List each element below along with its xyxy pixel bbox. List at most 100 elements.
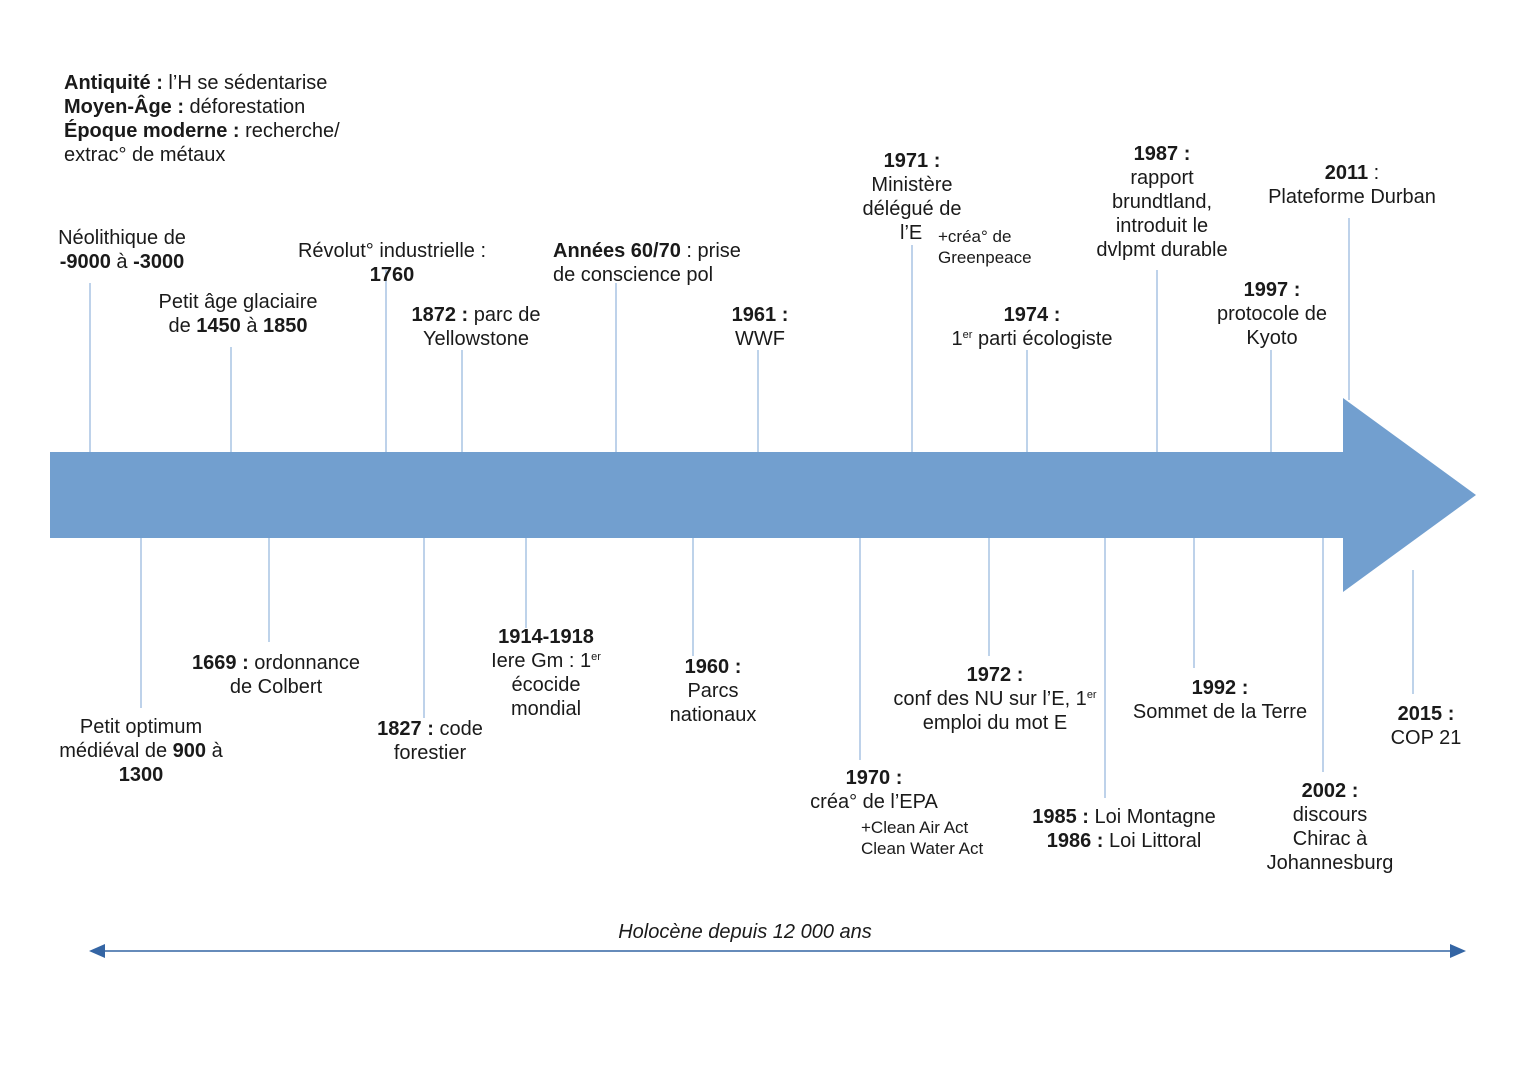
event-montagne-littoral: 1985 : Loi Montagne 1986 : Loi Littoral <box>1014 805 1234 853</box>
guerre-line4: mondial <box>510 698 582 720</box>
optimum-mid: à <box>206 740 223 762</box>
event-sommet: 1992 : Sommet de la Terre <box>1120 676 1320 724</box>
epa-line2: créa° de l’EPA <box>810 791 938 813</box>
durban-year: 2011 <box>1324 162 1369 184</box>
neolithique-to: -3000 <box>133 251 185 273</box>
ministere-year: 1971 : <box>883 150 941 172</box>
glaciaire-from: 1450 <box>196 315 241 337</box>
event-brundtland: 1987 : rapport brundtland, introduit le … <box>1082 142 1242 262</box>
event-cop21: 2015 : COP 21 <box>1366 702 1486 750</box>
moderne-text-2: extrac° de métaux <box>64 144 226 166</box>
neolithique-line1: Néolithique de <box>58 227 186 249</box>
intro-antiquite: Antiquité : l’H se sédentarise <box>64 71 340 95</box>
event-ministere: 1971 : Ministère délégué de l’E <box>842 149 982 245</box>
glaciaire-line1: Petit âge glaciaire <box>158 291 318 313</box>
annees-term: Années 60/70 <box>553 240 681 262</box>
span-arrowhead-right <box>1450 944 1466 958</box>
brundtland-line5: dvlpmt durable <box>1096 239 1228 261</box>
conf-line2: conf des NU sur l’E, 1 <box>893 688 1087 710</box>
ministere-line2: Ministère <box>871 174 953 196</box>
event-wwf: 1961 : WWF <box>700 303 820 351</box>
conf-year: 1972 : <box>966 664 1024 686</box>
yellowstone-line2: Yellowstone <box>422 328 529 350</box>
brundtland-year: 1987 : <box>1133 143 1191 165</box>
parti-line2: parti écologiste <box>972 328 1113 350</box>
guerre-sup: er <box>591 651 601 663</box>
chirac-line2: discours <box>1292 804 1368 826</box>
epa-extra1: +Clean Air Act <box>861 818 969 837</box>
cop-year: 2015 : <box>1397 703 1455 725</box>
cop-line2: COP 21 <box>1390 727 1462 749</box>
parcs-line3: nationaux <box>669 704 757 726</box>
event-guerre: 1914-1918 Iere Gm : 1er écocide mondial <box>466 625 626 721</box>
parti-num: 1 <box>951 328 963 350</box>
conf-line3: emploi du mot E <box>922 712 1068 734</box>
guerre-year: 1914-1918 <box>498 626 594 648</box>
holocene-span-arrow <box>89 944 1466 958</box>
parti-sup: er <box>962 329 973 341</box>
kyoto-year: 1997 : <box>1243 279 1301 301</box>
forestier-year: 1827 : <box>377 718 434 740</box>
colbert-year: 1669 : <box>192 652 249 674</box>
forestier-line2: forestier <box>393 742 467 764</box>
ministere-extra2: Greenpeace <box>938 248 1032 267</box>
wwf-year: 1961 : <box>731 304 789 326</box>
event-parti: 1974 : 1er parti écologiste <box>932 303 1132 351</box>
guerre-line2: Iere Gm : 1 <box>491 650 592 672</box>
intro-moderne: Époque moderne : recherche/ <box>64 119 340 143</box>
moyen-age-text: déforestation <box>184 96 306 118</box>
epa-year: 1970 : <box>845 767 903 789</box>
ministere-line4: l’E <box>900 222 923 244</box>
event-parcs: 1960 : Parcs nationaux <box>643 655 783 727</box>
event-kyoto: 1997 : protocole de Kyoto <box>1202 278 1342 350</box>
event-colbert: 1669 : ordonnance de Colbert <box>166 651 386 699</box>
colbert-text: ordonnance <box>248 652 360 674</box>
glaciaire-to: 1850 <box>263 315 308 337</box>
wwf-line2: WWF <box>735 328 785 350</box>
colbert-line2: de Colbert <box>229 676 323 698</box>
glaciaire-mid: à <box>240 315 264 337</box>
guerre-line3: écocide <box>511 674 581 696</box>
event-conf: 1972 : conf des NU sur l’E, 1er emploi d… <box>872 663 1118 735</box>
parcs-line2: Parcs <box>687 680 739 702</box>
durban-line2: Plateforme Durban <box>1268 186 1436 208</box>
kyoto-line2: protocole de <box>1216 303 1328 325</box>
ministere-line3: délégué de <box>862 198 962 220</box>
event-glaciaire: Petit âge glaciaire de 1450 à 1850 <box>138 290 338 338</box>
moyen-age-term: Moyen-Âge : <box>64 96 184 118</box>
event-durban: 2011 : Plateforme Durban <box>1252 161 1452 209</box>
event-annees-60-70: Années 60/70 : prise de conscience pol <box>553 239 741 287</box>
sommet-line2: Sommet de la Terre <box>1132 701 1308 723</box>
connector-lines <box>89 218 1414 798</box>
intro-moyen-age: Moyen-Âge : déforestation <box>64 95 340 119</box>
glaciaire-pre: de <box>168 315 197 337</box>
optimum-to: 1300 <box>118 764 164 786</box>
revolution-year: 1760 <box>369 264 415 286</box>
littoral-text: Loi Littoral <box>1103 830 1202 852</box>
montagne-year: 1985 : <box>1032 806 1089 828</box>
annees-line2: de conscience pol <box>553 264 714 286</box>
sommet-year: 1992 : <box>1191 677 1249 699</box>
ministere-extra1: +créa° de <box>938 227 1012 246</box>
yellowstone-year: 1872 : <box>411 304 469 326</box>
forestier-text: code <box>433 718 483 740</box>
moderne-text: recherche/ <box>239 120 340 142</box>
brundtland-line2: rapport <box>1130 167 1194 189</box>
ministere-extra: +créa° de Greenpeace <box>938 226 1032 268</box>
antiquite-term: Antiquité : <box>64 72 163 94</box>
event-neolithique: Néolithique de -9000 à -3000 <box>30 226 214 274</box>
chirac-line3: Chirac à <box>1292 828 1368 850</box>
brundtland-line3: brundtland, <box>1111 191 1213 213</box>
event-revolution: Révolut° industrielle : 1760 <box>282 239 502 287</box>
antiquite-text: l’H se sédentarise <box>162 72 328 94</box>
annees-text: : prise <box>680 240 741 262</box>
brundtland-line4: introduit le <box>1115 215 1209 237</box>
durban-text: : <box>1368 162 1380 184</box>
conf-sup: er <box>1086 689 1097 701</box>
event-yellowstone: 1872 : parc de Yellowstone <box>396 303 556 351</box>
epa-extra2: Clean Water Act <box>861 839 984 858</box>
yellowstone-text: parc de <box>468 304 541 326</box>
revolution-line1: Révolut° industrielle : <box>297 240 487 262</box>
kyoto-line3: Kyoto <box>1246 327 1298 349</box>
